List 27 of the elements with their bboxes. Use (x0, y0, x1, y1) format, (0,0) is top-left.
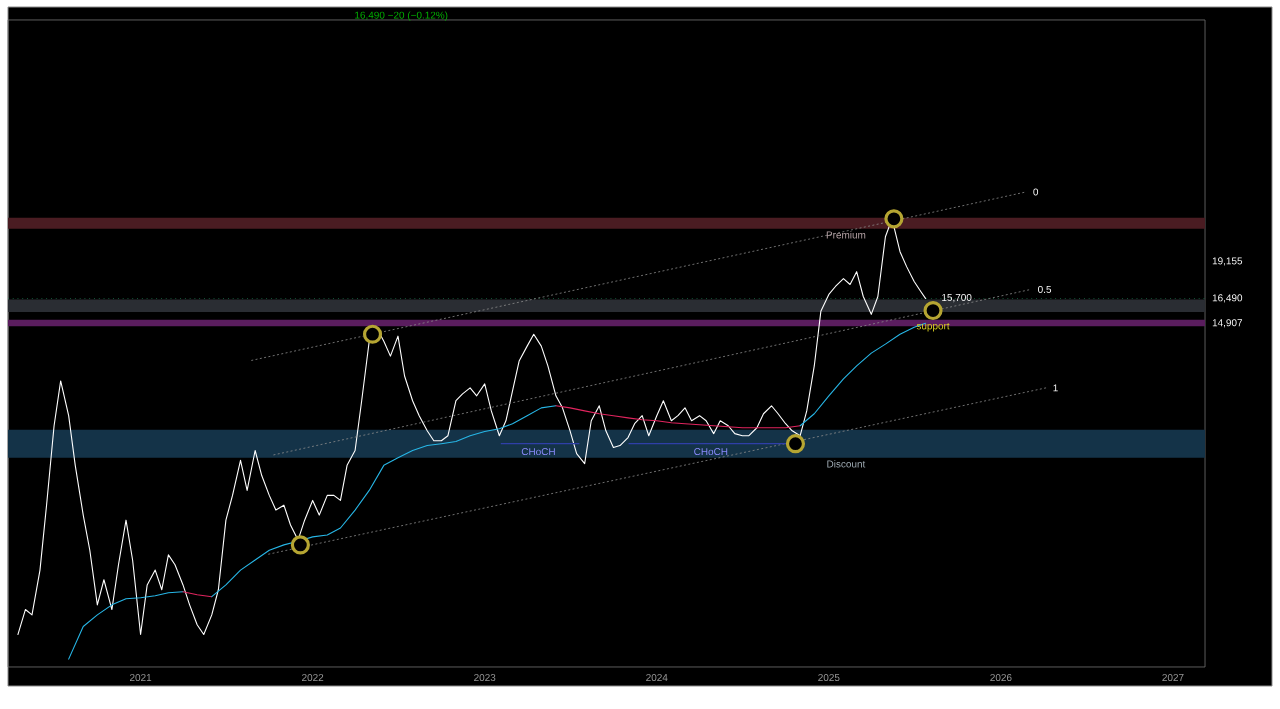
annotation: CHoCH (694, 448, 728, 456)
x-tick-label: 2021 (130, 674, 152, 682)
series-label: 1 (1053, 384, 1058, 392)
y-tick-label: 14,907 (1212, 319, 1243, 328)
line-series (211, 405, 557, 598)
line-series (68, 591, 184, 660)
series-label: 0 (1033, 188, 1039, 196)
annotation: support (916, 322, 950, 332)
point (923, 300, 943, 321)
x-tick-label: 2022 (302, 674, 324, 682)
x-tick-label: 2026 (990, 674, 1012, 682)
annotation: CHoCH (521, 448, 555, 456)
point (785, 434, 806, 454)
annotation: 16,490 −20 (−0.12%) (355, 11, 448, 21)
y-tick-label: 16,490 (1212, 294, 1243, 303)
point (884, 209, 904, 229)
y-tick-label: 19,155 (1212, 257, 1243, 266)
x-tick-label: 2025 (818, 674, 840, 682)
series-label: 0.5 (1038, 285, 1052, 293)
x-tick-label: 2024 (646, 674, 668, 682)
point (362, 324, 383, 344)
band-label: Premium (826, 231, 866, 239)
x-tick-label: 2023 (474, 674, 496, 682)
band-label: Discount (827, 460, 866, 468)
x-tick-label: 2027 (1162, 674, 1184, 682)
annotation: 15,700 (942, 293, 972, 303)
point (290, 535, 310, 555)
